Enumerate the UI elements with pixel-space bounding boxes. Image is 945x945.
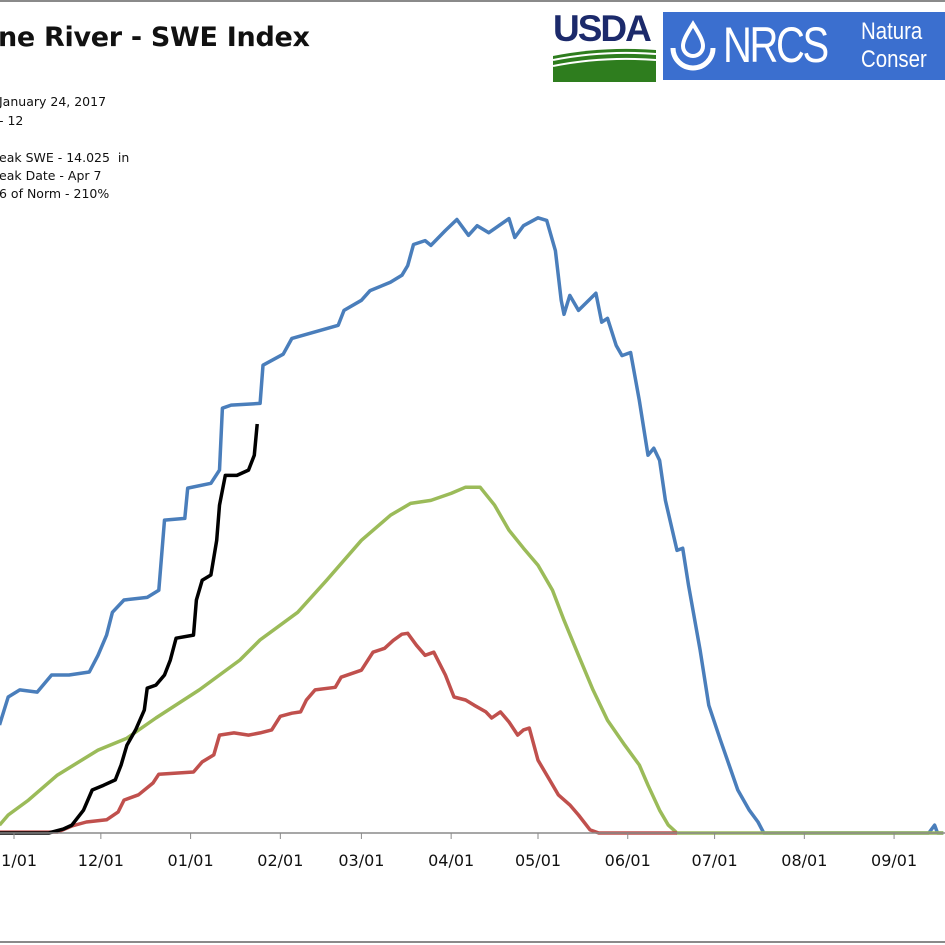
info-peak-swe: eak SWE - 14.025 in [0,150,130,165]
series-line-3 [0,423,259,835]
x-tick-label: 03/01 [338,851,384,870]
usda-logo-text: USDA [553,12,652,49]
nrcs-logo: NRCS Natura Conser [663,12,945,80]
x-tick-label: 02/01 [257,851,303,870]
series-line-1 [0,485,944,835]
series-line-2 [0,631,677,835]
x-tick-label: 04/01 [428,851,474,870]
series-layer [0,216,944,835]
x-tick-label: 09/01 [871,851,917,870]
x-tick-label: 06/01 [605,851,651,870]
info-peak-date: eak Date - Apr 7 [0,168,102,183]
x-tick-label: 08/01 [781,851,827,870]
frame-bottom-border [0,941,945,943]
frame-top-border [0,0,945,2]
x-tick-label: 05/01 [515,851,561,870]
series-line-0 [0,216,944,835]
x-tick-label: 07/01 [692,851,738,870]
nrcs-logo-line1: Natura [861,18,923,45]
x-tick-label: 11/01 [0,851,37,870]
water-drop-icon [670,20,716,71]
x-tick-label: 01/01 [168,851,214,870]
usda-field-graphic [553,48,656,82]
info-date: January 24, 2017 [0,94,107,109]
chart-title: ne River - SWE Index [0,22,310,53]
usda-logo: USDA [553,12,656,82]
info-pct-norm: 6 of Norm - 210% [0,186,110,201]
nrcs-logo-text: NRCS [723,17,829,73]
x-axis-ticks: 11/01 12/01 01/01 02/01 03/01 04/01 05/01 06/01… [0,833,917,870]
nrcs-logo-line2: Conser [861,46,927,73]
info-sites: - 12 [0,113,24,128]
x-tick-label: 12/01 [78,851,124,870]
